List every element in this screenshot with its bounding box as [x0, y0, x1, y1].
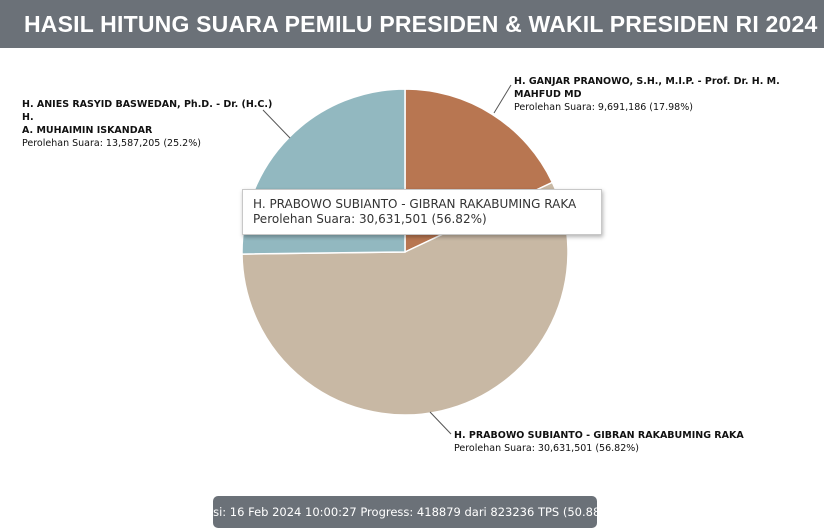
label-anies-value: Perolehan Suara: 13,587,205 (25.2%) [22, 138, 201, 149]
label-anies-muhaimin: H. ANIES RASYID BASWEDAN, Ph.D. - Dr. (H… [22, 98, 282, 150]
pie-slice-prabowo-gibran[interactable] [241, 181, 569, 416]
leader-line-prabowo [429, 411, 452, 435]
label-anies-name-line2: A. MUHAIMIN ISKANDAR [22, 125, 153, 136]
label-ganjar-value: Perolehan Suara: 9,691,186 (17.98%) [514, 102, 693, 113]
leader-line-ganjar [493, 84, 512, 114]
header-bar: HASIL HITUNG SUARA PEMILU PRESIDEN & WAK… [0, 0, 824, 48]
page-title: HASIL HITUNG SUARA PEMILU PRESIDEN & WAK… [24, 10, 818, 37]
chart-tooltip: H. PRABOWO SUBIANTO - GIBRAN RAKABUMING … [242, 189, 602, 235]
leader-line-anies [262, 109, 291, 139]
label-prabowo-name: H. PRABOWO SUBIANTO - GIBRAN RAKABUMING … [454, 430, 744, 441]
tooltip-title: H. PRABOWO SUBIANTO - GIBRAN RAKABUMING … [253, 197, 577, 211]
label-ganjar-mahfud: H. GANJAR PRANOWO, S.H., M.I.P. - Prof. … [514, 75, 824, 114]
footer-text: Versi: 16 Feb 2024 10:00:27 Progress: 41… [194, 505, 616, 519]
label-prabowo-value: Perolehan Suara: 30,631,501 (56.82%) [454, 443, 639, 454]
tooltip-value: Perolehan Suara: 30,631,501 (56.82%) [253, 212, 487, 226]
progress-footer: Versi: 16 Feb 2024 10:00:27 Progress: 41… [194, 496, 616, 528]
label-ganjar-name: H. GANJAR PRANOWO, S.H., M.I.P. - Prof. … [514, 76, 780, 100]
label-prabowo-gibran: H. PRABOWO SUBIANTO - GIBRAN RAKABUMING … [454, 429, 744, 455]
label-anies-name-line1: H. ANIES RASYID BASWEDAN, Ph.D. - Dr. (H… [22, 99, 273, 123]
